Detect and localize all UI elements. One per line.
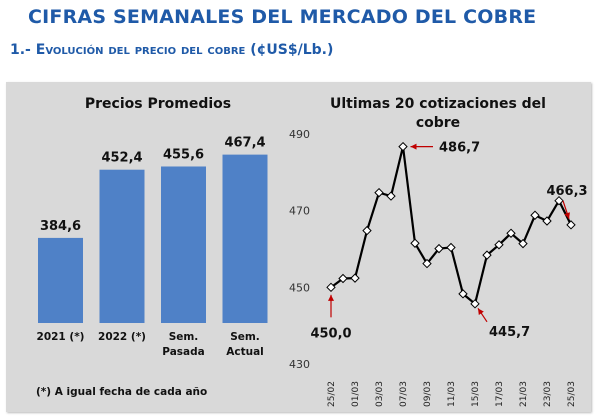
price-line xyxy=(330,145,572,305)
bar-chart: Precios Promedios 384,6 2021 (*) 452,4 2022… xyxy=(36,96,268,398)
x-tick-label-1: 01/03 xyxy=(351,381,361,407)
point-5 xyxy=(386,191,396,201)
subtitle-main: volución del precio del cobre xyxy=(45,42,246,58)
annotation-arrowhead-3 xyxy=(564,212,570,219)
x-tick-label-9: 23/03 xyxy=(543,381,553,407)
point-15 xyxy=(506,228,516,238)
page-title: CIFRAS SEMANALES DEL MERCADO DEL COBRE xyxy=(28,6,537,28)
point-0 xyxy=(326,282,336,293)
point-6 xyxy=(398,141,408,152)
bar-3 xyxy=(222,154,268,323)
point-10 xyxy=(446,242,456,253)
annotation-label-2: 445,7 xyxy=(489,325,530,340)
annotation-arrowhead-1 xyxy=(410,143,417,150)
x-tick-label-5: 11/03 xyxy=(447,381,457,407)
bar-value-label-2: 455,6 xyxy=(163,147,204,162)
point-12 xyxy=(470,299,480,309)
bar-category-label-3-1: Actual xyxy=(226,346,264,358)
chart-panel: Precios Promedios 384,6 2021 (*) 452,4 2022… xyxy=(6,82,591,412)
annotation-arrowhead-0 xyxy=(328,294,334,301)
annotation-label-1: 486,7 xyxy=(439,141,480,156)
annotation-label-0: 450,0 xyxy=(310,326,351,341)
x-tick-label-2: 03/03 xyxy=(375,381,385,407)
x-tick-label-6: 15/03 xyxy=(471,381,481,407)
line-chart: Ultimas 20 cotizaciones del cobre 430 450… xyxy=(289,96,588,407)
footnote: (*) A igual fecha de cada año xyxy=(36,386,207,398)
subtitle-prefix: 1.- E xyxy=(10,42,46,58)
bars-group: 384,6 2021 (*) 452,4 2022 (*) 455,6 Sem. Pasad… xyxy=(37,136,268,358)
bar-category-label-2-0: Sem. xyxy=(169,331,199,343)
bar-category-label-3-0: Sem. xyxy=(230,331,260,343)
point-4 xyxy=(374,187,384,198)
point-16 xyxy=(518,238,528,249)
point-9 xyxy=(434,243,444,254)
line-axes: 430 450 470 490 25/02 01/03 03/03 07/03 09/03 11/… xyxy=(289,128,577,407)
subtitle-unit: (¢US$/Lb.) xyxy=(250,42,334,58)
bar-value-label-1: 452,4 xyxy=(101,151,142,166)
point-20 xyxy=(566,220,576,230)
point-2 xyxy=(350,273,360,283)
bar-category-label-0-0: 2021 (*) xyxy=(37,331,85,343)
x-tick-label-10: 25/03 xyxy=(567,381,577,407)
point-7 xyxy=(410,238,420,248)
point-8 xyxy=(422,258,432,269)
bar-2 xyxy=(161,166,206,323)
bar-1 xyxy=(99,169,145,323)
annotation-label-3: 466,3 xyxy=(546,184,587,199)
point-13 xyxy=(482,250,492,260)
bar-0 xyxy=(38,237,83,323)
bar-category-label-2-1: Pasada xyxy=(162,346,204,358)
point-11 xyxy=(458,289,468,299)
charts-svg: Precios Promedios 384,6 2021 (*) 452,4 2022… xyxy=(36,96,588,407)
y-tick-label-2: 470 xyxy=(289,205,310,218)
y-tick-label-3: 490 xyxy=(289,128,310,141)
line-chart-title-line1: Ultimas 20 cotizaciones del xyxy=(330,96,546,112)
line-chart-title-line2: cobre xyxy=(416,115,460,131)
y-tick-label-1: 450 xyxy=(289,281,310,294)
x-tick-label-4: 09/03 xyxy=(423,381,433,407)
y-tick-label-0: 430 xyxy=(289,358,310,371)
x-tick-label-3: 07/03 xyxy=(399,381,409,407)
point-18 xyxy=(542,216,552,226)
x-tick-label-0: 25/02 xyxy=(327,381,337,407)
line-series xyxy=(326,141,576,309)
x-tick-label-8: 21/03 xyxy=(519,381,529,407)
line-annotations: 450,0 486,7 445,7 466,3 xyxy=(310,141,587,342)
x-tick-label-7: 17/03 xyxy=(495,381,505,407)
point-1 xyxy=(338,273,348,284)
bar-chart-title: Precios Promedios xyxy=(85,96,231,112)
bar-value-label-0: 384,6 xyxy=(40,219,81,234)
annotation-arrowhead-2 xyxy=(478,308,484,315)
bar-category-label-1-0: 2022 (*) xyxy=(98,331,146,343)
bar-value-label-3: 467,4 xyxy=(224,136,265,151)
point-17 xyxy=(530,210,540,220)
point-14 xyxy=(494,240,504,250)
point-19 xyxy=(554,195,564,206)
page-subtitle: 1.- Evolución del precio del cobre (¢US$… xyxy=(10,42,333,58)
point-3 xyxy=(362,225,372,236)
